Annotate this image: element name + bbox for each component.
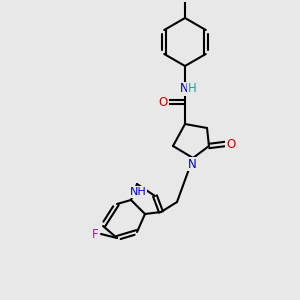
Text: N: N	[188, 158, 196, 170]
Text: NH: NH	[130, 187, 146, 197]
Text: F: F	[92, 227, 98, 241]
Text: N: N	[180, 82, 188, 95]
Text: O: O	[158, 95, 168, 109]
Text: O: O	[226, 137, 236, 151]
Text: Cl: Cl	[179, 0, 191, 1]
Text: H: H	[188, 82, 196, 95]
